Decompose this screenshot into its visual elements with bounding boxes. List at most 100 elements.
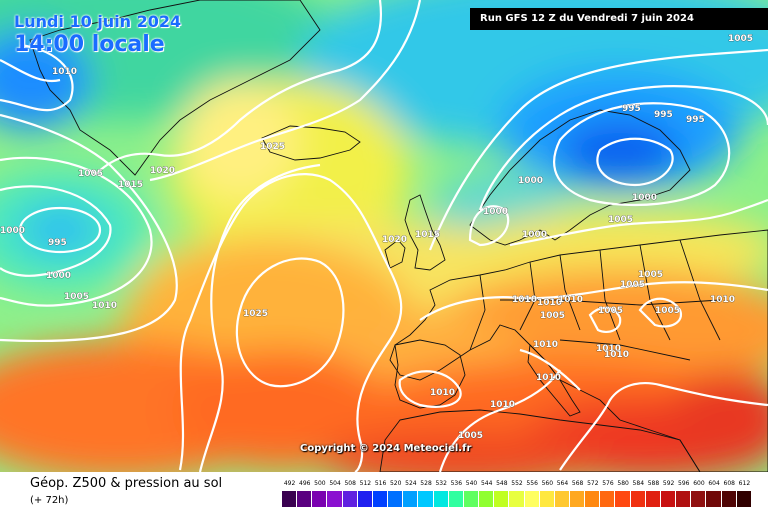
isobar-label: 1005 bbox=[608, 215, 633, 225]
isobar-label: 1010 bbox=[490, 400, 515, 410]
legend-label: 596 bbox=[678, 480, 690, 487]
legend-label: 568 bbox=[571, 480, 584, 487]
isobar-label: 995 bbox=[686, 115, 705, 125]
isobar-label: 1010 bbox=[536, 373, 561, 383]
legend-swatch bbox=[372, 491, 389, 507]
legend-swatch bbox=[312, 491, 328, 507]
isobar-label: 1010 bbox=[537, 298, 562, 308]
forecast-time: 14:00 locale bbox=[14, 32, 165, 57]
legend-swatch bbox=[494, 491, 510, 507]
isobar-label: 995 bbox=[654, 110, 673, 120]
legend-swatch bbox=[282, 491, 298, 507]
legend-swatch bbox=[418, 491, 434, 507]
isobar-label: 1025 bbox=[260, 142, 285, 152]
legend-swatch bbox=[433, 491, 449, 507]
isobar-label: 1010 bbox=[533, 340, 558, 350]
isobar-label: 1000 bbox=[483, 207, 508, 217]
isobar-label: 995 bbox=[48, 238, 67, 248]
legend-swatch bbox=[706, 491, 722, 507]
legend-swatch bbox=[736, 491, 752, 507]
legend-label: 592 bbox=[662, 480, 675, 487]
isobar-label: 1005 bbox=[655, 306, 680, 316]
legend-label: 524 bbox=[405, 480, 417, 487]
isobar-label: 1010 bbox=[604, 350, 629, 360]
weather-map: 1010 1005 1015 1020 1025 1000 995 1000 1… bbox=[0, 0, 768, 472]
isobar-label: 1005 bbox=[540, 311, 565, 321]
legend-swatch bbox=[479, 491, 495, 507]
legend-labels: 492 496 500 504 508 512 516 520 524 528 532 536 540 5… bbox=[282, 480, 752, 490]
footer-bar: Géop. Z500 & pression au sol (+ 72h) 492… bbox=[0, 472, 768, 512]
legend-colors bbox=[282, 491, 752, 507]
isobar-label: 1005 bbox=[620, 280, 645, 290]
legend-label: 564 bbox=[556, 480, 569, 487]
isobar-label: 1025 bbox=[243, 309, 268, 319]
legend-swatch bbox=[327, 491, 343, 507]
legend-swatch bbox=[645, 491, 661, 507]
legend-swatch bbox=[342, 491, 358, 507]
legend-label: 600 bbox=[693, 480, 705, 487]
isobar-label: 1000 bbox=[518, 176, 543, 186]
isobar-label: 1010 bbox=[430, 388, 455, 398]
isobar-label: 1000 bbox=[632, 193, 657, 203]
legend-swatch bbox=[691, 491, 707, 507]
isobar-label: 1010 bbox=[596, 344, 621, 354]
legend-label: 544 bbox=[480, 480, 493, 487]
map-subtitle: (+ 72h) bbox=[30, 495, 69, 506]
legend-label: 584 bbox=[632, 480, 645, 487]
isobar-label: 1000 bbox=[0, 226, 25, 236]
isobar-label: 1000 bbox=[46, 271, 71, 281]
isobar-lines bbox=[0, 0, 768, 472]
legend-swatch bbox=[615, 491, 631, 507]
legend-label: 588 bbox=[647, 480, 660, 487]
legend-swatch bbox=[600, 491, 616, 507]
legend-swatch bbox=[554, 491, 570, 507]
isobar-label: 1005 bbox=[458, 431, 483, 441]
model-run-label: Run GFS 12 Z du Vendredi 7 juin 2024 bbox=[470, 8, 768, 30]
isobar-label: 1005 bbox=[728, 34, 753, 44]
legend-label: 496 bbox=[299, 480, 311, 487]
legend-swatch bbox=[448, 491, 464, 507]
legend-label: 612 bbox=[738, 480, 751, 487]
legend-label: 508 bbox=[344, 480, 356, 487]
isobar-label: 995 bbox=[622, 104, 641, 114]
legend-swatch bbox=[569, 491, 586, 507]
legend-label: 560 bbox=[541, 480, 554, 487]
legend-label: 500 bbox=[314, 480, 326, 487]
isobar-label: 1000 bbox=[522, 230, 547, 240]
isobar-label: 1005 bbox=[64, 292, 89, 302]
legend-label: 608 bbox=[723, 480, 735, 487]
legend-label: 516 bbox=[374, 480, 387, 487]
copyright-text: Copyright © 2024 Meteociel.fr bbox=[300, 443, 472, 454]
legend-label: 520 bbox=[389, 480, 402, 487]
map-title: Géop. Z500 & pression au sol bbox=[30, 476, 223, 491]
legend-swatch bbox=[539, 491, 555, 507]
legend-label: 604 bbox=[708, 480, 720, 487]
legend-label: 556 bbox=[526, 480, 538, 487]
legend-swatch bbox=[403, 491, 419, 507]
isobar-label: 1010 bbox=[52, 67, 77, 77]
isobar-label: 1010 bbox=[512, 295, 537, 305]
legend-swatch bbox=[509, 491, 525, 507]
legend-label: 528 bbox=[420, 480, 432, 487]
forecast-date: Lundi 10 juin 2024 bbox=[14, 12, 182, 31]
legend-swatch bbox=[524, 491, 540, 507]
legend-swatch bbox=[463, 491, 480, 507]
legend-label: 576 bbox=[602, 480, 614, 487]
isobar-label: 1020 bbox=[150, 166, 175, 176]
isobar-label: 1005 bbox=[78, 169, 103, 179]
legend-label: 552 bbox=[511, 480, 523, 487]
legend-label: 504 bbox=[329, 480, 341, 487]
legend-label: 536 bbox=[450, 480, 463, 487]
legend-label: 512 bbox=[359, 480, 372, 487]
legend-label: 572 bbox=[587, 480, 599, 487]
isobar-label: 1010 bbox=[92, 301, 117, 311]
legend-label: 540 bbox=[465, 480, 478, 487]
legend-swatch bbox=[721, 491, 737, 507]
legend-swatch bbox=[630, 491, 646, 507]
geopotential-field bbox=[0, 0, 768, 472]
legend-label: 580 bbox=[617, 480, 629, 487]
legend-label: 548 bbox=[496, 480, 508, 487]
isobar-label: 1015 bbox=[415, 230, 440, 240]
isobar-label: 1015 bbox=[118, 180, 143, 190]
legend-swatch bbox=[297, 491, 313, 507]
